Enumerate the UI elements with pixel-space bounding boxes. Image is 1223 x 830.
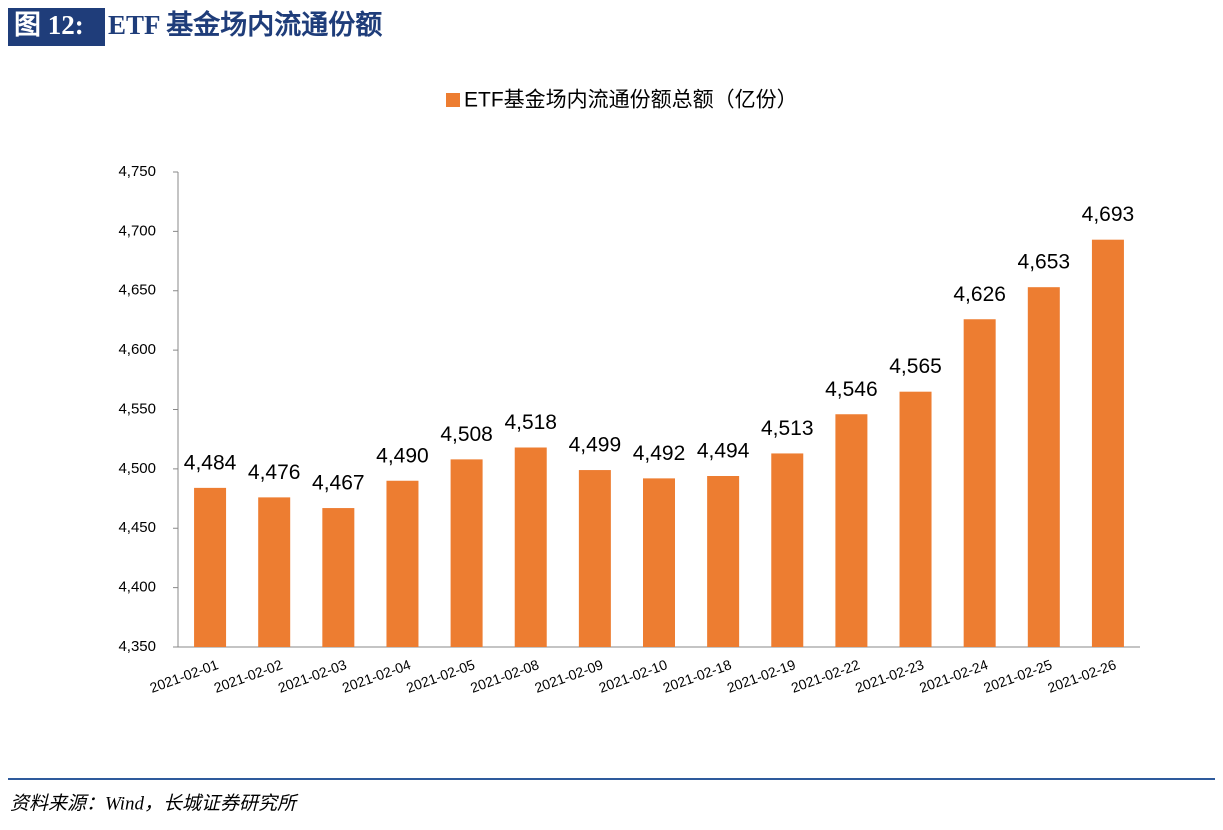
x-tick-label: 2021-02-05 [404,656,477,696]
value-label: 4,490 [376,444,429,467]
x-tick-label: 2021-02-24 [917,656,990,696]
x-tick-label: 2021-02-26 [1045,656,1118,696]
y-tick-label: 4,550 [118,400,156,417]
bar [643,478,675,647]
y-tick-label: 4,650 [118,282,156,299]
value-label: 4,492 [633,442,686,465]
bar [258,497,291,647]
bar [322,508,355,647]
x-tick-label: 2021-02-03 [276,656,349,696]
x-tick-label: 2021-02-19 [725,656,798,696]
value-label: 4,513 [761,417,814,440]
y-tick-label: 4,700 [118,222,156,239]
bar [963,319,996,647]
x-tick-label: 2021-02-01 [148,656,221,696]
bar [1027,287,1060,647]
y-tick-label: 4,500 [118,460,156,477]
legend-label: ETF基金场内流通份额总额（亿份） [464,89,798,112]
x-tick-label: 2021-02-23 [853,656,926,696]
bar [386,480,419,647]
bar [450,459,483,647]
y-tick-label: 4,450 [118,519,156,536]
value-label: 4,476 [248,461,301,484]
x-tick-label: 2021-02-22 [789,656,862,696]
value-label: 4,653 [1018,251,1071,274]
source-note: 资料来源：Wind，长城证券研究所 [10,792,299,814]
x-tick-label: 2021-02-18 [661,656,734,696]
bar [514,447,547,647]
value-label: 4,499 [569,434,622,457]
x-tick-label: 2021-02-10 [597,656,670,696]
y-tick-label: 4,750 [118,163,156,180]
bar [899,391,932,647]
header-box [8,8,105,46]
bar [835,414,868,647]
value-label: 4,508 [440,423,493,446]
bar [707,476,740,647]
x-tick-label: 2021-02-02 [212,656,285,696]
y-tick-label: 4,350 [118,638,156,655]
bar [771,453,804,647]
x-tick-label: 2021-02-25 [981,656,1054,696]
legend-swatch [446,93,460,107]
value-label: 4,565 [889,355,942,378]
value-label: 4,626 [953,283,1006,306]
value-label: 4,484 [184,451,237,474]
x-tick-label: 2021-02-04 [340,656,413,696]
y-tick-label: 4,400 [118,579,156,596]
x-tick-label: 2021-02-09 [532,656,605,696]
header-title: ETF 基金场内流通份额 [108,9,382,40]
bar [194,487,227,647]
value-label: 4,467 [312,472,365,495]
value-label: 4,546 [825,378,878,401]
header-label: 图 12: [14,10,84,40]
value-label: 4,518 [504,411,557,434]
bar [578,470,611,647]
y-tick-label: 4,600 [118,341,156,358]
value-label: 4,693 [1082,203,1135,226]
x-tick-label: 2021-02-08 [468,656,541,696]
value-label: 4,494 [697,440,750,463]
bar [1091,239,1124,647]
